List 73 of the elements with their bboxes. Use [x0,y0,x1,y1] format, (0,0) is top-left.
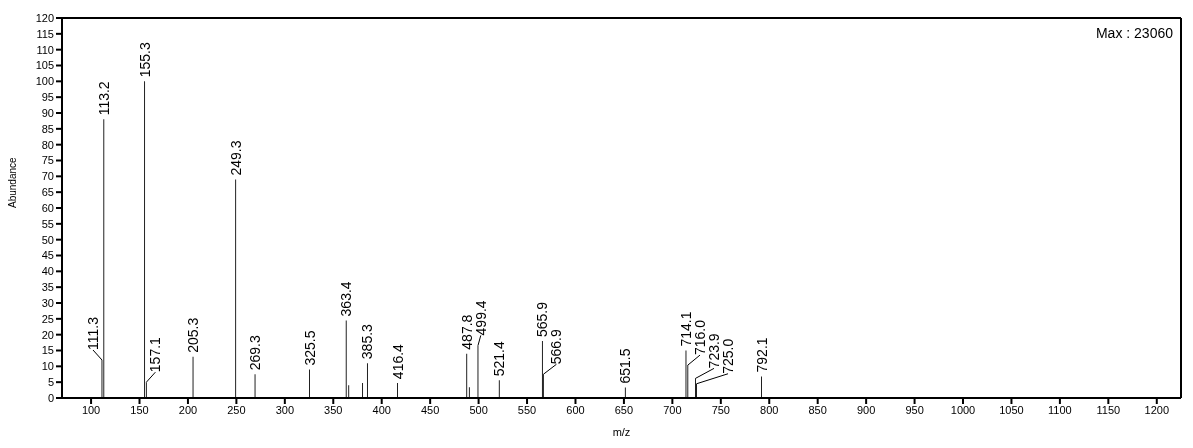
x-tick-label: 650 [614,403,634,416]
y-tick-label: 50 [41,233,54,246]
annotation: Max : 23060 [1095,25,1174,41]
annotation: 113.2 [95,81,112,116]
annotation: 416.4 [389,343,406,380]
x-tick-label: 1050 [999,403,1024,416]
y-tick-label: 60 [41,201,54,214]
y-tick-label: 75 [41,154,54,167]
annotation: 725.0 [720,338,737,374]
annotation: 723.9 [706,333,723,369]
x-tick-label: 350 [324,403,343,416]
x-tick-label: 800 [760,403,779,416]
y-tick-label: 100 [35,75,54,88]
x-tick-label: 1200 [1144,403,1170,416]
x-tick-label: 900 [856,403,876,416]
annotation: 487.8 [458,314,475,350]
annotation: 716.0 [692,319,709,356]
y-tick-label: 40 [41,265,54,278]
x-tick-label: 250 [227,403,246,416]
x-tick-label: 850 [808,403,827,416]
annotation: 385.3 [359,323,376,360]
y-tick-label: 30 [41,296,54,309]
annotation: 714.1 [678,311,695,347]
y-tick-label: 0 [47,391,54,404]
x-axis-title: m/z [612,426,631,438]
y-tick-label: 65 [41,186,54,199]
y-axis-title: Abundance [6,156,18,208]
x-tick-label: 150 [130,403,149,416]
y-tick-label: 80 [41,138,54,151]
x-tick-label: 400 [372,403,391,416]
y-tick-label: 10 [41,360,54,373]
y-tick-label: 105 [35,59,54,72]
x-tick-label: 100 [81,403,101,416]
y-tick-label: 25 [41,312,54,325]
x-tick-label: 950 [905,403,924,416]
annotation: 205.3 [185,317,202,353]
y-tick-label: 70 [41,170,54,183]
annotation: 565.9 [534,301,551,337]
y-tick-label: 115 [36,27,54,40]
annotation: 566.9 [548,329,565,365]
annotation: 249.3 [227,140,244,176]
x-tick-label: 750 [711,403,730,416]
y-tick-label: 35 [41,281,54,294]
x-tick-label: 1100 [1048,403,1072,416]
y-tick-label: 45 [41,249,54,262]
x-tick-label: 700 [663,403,682,416]
annotation: 269.3 [247,335,264,371]
x-tick-label: 200 [178,403,198,416]
annotation: 792.1 [753,337,770,373]
annotation: 521.4 [491,341,508,377]
x-tick-label: 550 [517,403,537,416]
x-tick-label: 450 [420,403,440,416]
y-tick-label: 90 [41,106,54,119]
x-tick-label: 1150 [1096,403,1121,416]
annotation: 325.5 [301,330,318,366]
annotation: 155.3 [136,42,153,78]
annotation: 157.1 [147,336,164,373]
y-tick-label: 15 [41,344,54,357]
y-tick-label: 85 [41,122,54,135]
x-tick-label: 500 [469,403,488,416]
y-tick-label: 120 [35,11,54,24]
x-tick-label: 300 [275,403,295,416]
y-tick-label: 110 [36,43,54,56]
x-tick-label: 1000 [950,403,976,416]
y-tick-label: 5 [47,376,54,389]
annotation: 363.4 [338,281,355,317]
x-tick-label: 600 [566,403,585,416]
annotation: 499.4 [472,300,489,336]
y-tick-label: 20 [41,328,54,341]
y-tick-label: 55 [41,217,54,230]
annotation: 111.3 [85,316,102,350]
y-tick-label: 95 [41,91,54,104]
annotation: 651.5 [617,348,634,384]
